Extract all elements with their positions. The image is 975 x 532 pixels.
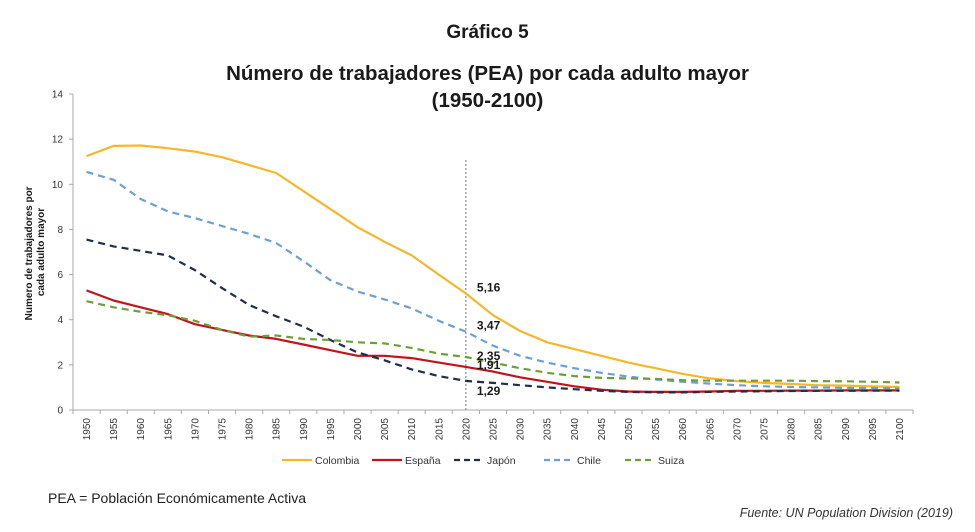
y-tick-label: 10 [52, 180, 64, 191]
x-tick-label: 2040 [570, 418, 581, 441]
y-tick-label: 2 [57, 360, 63, 371]
legend-item: España [372, 455, 441, 467]
series-line-chile [86, 170, 900, 390]
series-line-suiza [86, 300, 900, 384]
legend-label: Japón [487, 455, 516, 467]
x-tick-label: 1955 [109, 418, 120, 441]
x-tick-label: 1970 [190, 418, 201, 441]
series-line-espana [86, 289, 900, 393]
footnote-pea: PEA = Población Económicamente Activa [48, 490, 306, 506]
y-tick-label: 14 [52, 90, 64, 101]
chart-title-line2: (1950-2100) [431, 89, 544, 112]
x-tick-label: 2100 [895, 418, 906, 441]
x-tick-label: 2025 [489, 418, 500, 441]
legend-item: Japón [454, 455, 516, 467]
x-tick-label: 1950 [82, 418, 93, 441]
y-tick-label: 12 [52, 135, 64, 146]
data-label: 5,16 [477, 281, 501, 295]
axes: 0 2 4 6 8 10 12 14 1950 1955 1960 1965 1970 1975 1980 1… [52, 90, 914, 441]
y-axis-title: Numero de trabajadores por cada adulto m… [24, 184, 47, 321]
x-tick-label: 2090 [841, 418, 852, 441]
y-axis-title-line1: Numero de trabajadores por [24, 186, 35, 320]
x-tick-label: 2080 [787, 418, 798, 441]
data-label: 2,35 [477, 349, 501, 363]
series-lines [86, 144, 900, 394]
x-tick-label: 2065 [705, 418, 716, 441]
data-label: 3,47 [477, 319, 501, 333]
legend-label: Colombia [315, 455, 360, 467]
legend-item: Colombia [282, 455, 360, 467]
x-tick-label: 2070 [732, 418, 743, 441]
x-tick-label: 1975 [218, 418, 229, 441]
x-tick-label: 2035 [543, 418, 554, 441]
series-line-colombia [86, 144, 900, 389]
legend-label: Chile [577, 455, 601, 467]
x-tick-label: 1985 [272, 418, 283, 441]
x-tick-label: 2005 [380, 418, 391, 441]
data-label: 1,91 [477, 358, 501, 372]
x-tick-label: 1960 [136, 418, 147, 441]
y-tick-label: 0 [57, 406, 63, 417]
legend-item: Chile [544, 455, 601, 467]
x-tick-label: 2010 [407, 418, 418, 441]
x-tick-label: 2000 [353, 418, 364, 441]
x-tick-label: 2030 [516, 418, 527, 441]
x-tick-label: 2050 [624, 418, 635, 441]
x-tick-label: 1980 [245, 418, 256, 441]
x-tick-label: 2095 [868, 418, 879, 441]
y-tick-label: 6 [57, 270, 63, 281]
legend-label: Suiza [658, 455, 684, 467]
x-tick-label: 2085 [814, 418, 825, 441]
y-tick-label: 4 [57, 315, 63, 326]
x-tick-label: 1995 [326, 418, 337, 441]
x-tick-label: 1990 [299, 418, 310, 441]
x-tick-label: 2060 [678, 418, 689, 441]
legend: Colombia España Japón Chile Suiza [282, 455, 684, 467]
y-axis-title-line2: cada adulto mayor [36, 208, 47, 296]
x-tick-label: 1965 [163, 418, 174, 441]
source-note: Fuente: UN Population Division (2019) [739, 506, 953, 520]
series-line-japon [86, 238, 900, 394]
y-tick-label: 8 [57, 225, 63, 236]
x-tick-label: 2020 [461, 418, 472, 441]
chart-title: Número de trabajadores (PEA) por cada ad… [0, 60, 975, 114]
x-tick-label: 2015 [434, 418, 445, 441]
figure-label: Gráfico 5 [446, 22, 529, 43]
x-tick-label: 2075 [759, 418, 770, 441]
legend-item: Suiza [625, 455, 684, 467]
x-tick-label: 2055 [651, 418, 662, 441]
x-tick-label: 2045 [597, 418, 608, 441]
chart-title-line1: Número de trabajadores (PEA) por cada ad… [226, 62, 749, 85]
data-label: 1,29 [477, 384, 501, 398]
legend-label: España [405, 455, 441, 467]
annotations: 5,16 3,47 2,351,91 1,29 [477, 281, 501, 398]
